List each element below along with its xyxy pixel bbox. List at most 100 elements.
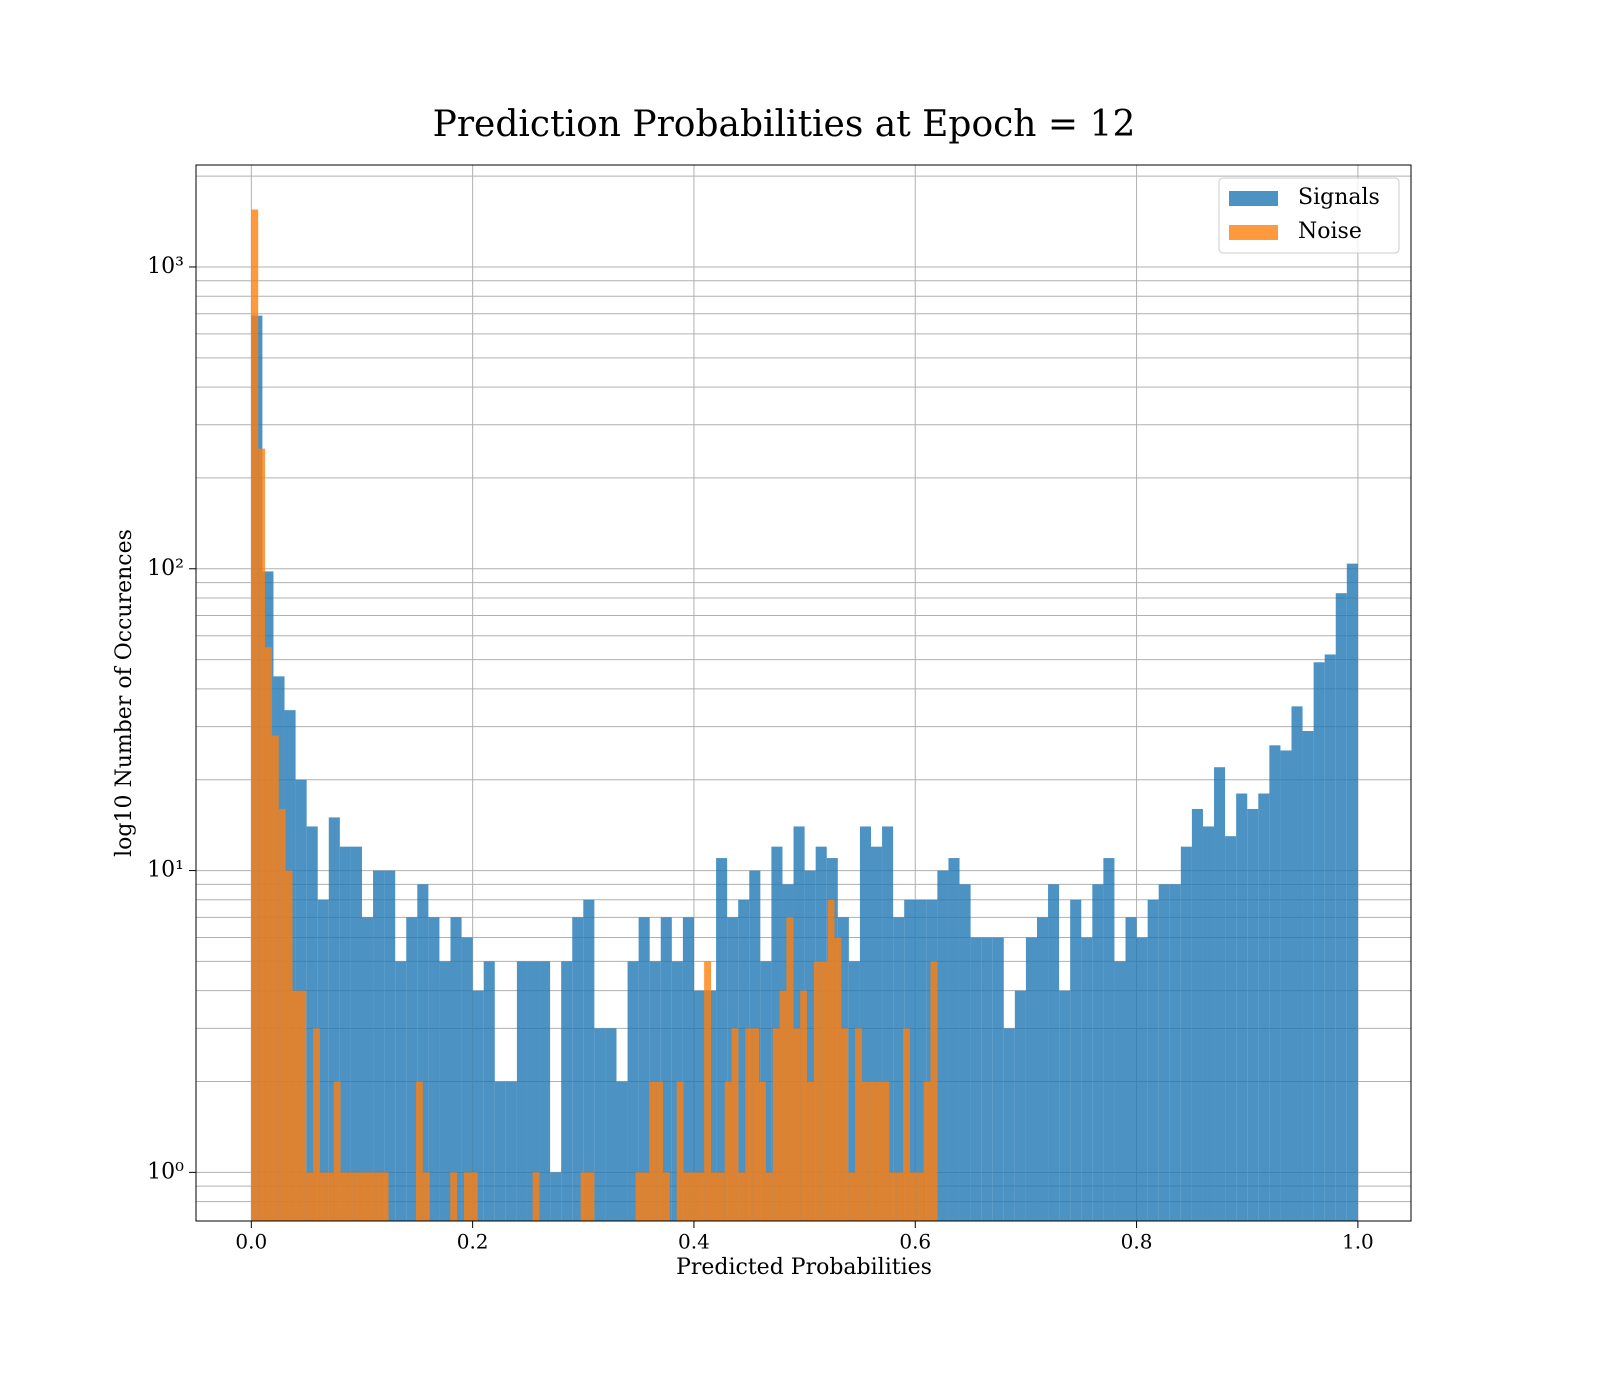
histogram-bar — [333, 1081, 341, 1221]
histogram-bar — [959, 884, 971, 1221]
histogram-bar — [428, 917, 440, 1221]
histogram-bar — [395, 961, 407, 1221]
histogram-bar — [516, 961, 528, 1221]
histogram-bar — [882, 1081, 890, 1221]
histogram-bar — [970, 937, 982, 1221]
histogram-bar — [1191, 808, 1203, 1221]
histogram-bar — [793, 1028, 801, 1221]
histogram-bar — [882, 826, 894, 1221]
histogram-bar — [841, 1028, 849, 1221]
legend-label: Noise — [1298, 219, 1362, 244]
histogram-bar — [1313, 662, 1325, 1221]
histogram-bar — [981, 937, 993, 1221]
histogram-bar — [328, 817, 340, 1221]
histogram-bar — [662, 1172, 670, 1221]
histogram-bar — [350, 846, 362, 1221]
y-tick-label: 10¹ — [147, 858, 184, 883]
histogram-bar — [278, 808, 286, 1221]
histogram-bar — [1081, 937, 1093, 1221]
histogram-bar — [572, 917, 584, 1221]
histogram-bar — [1059, 990, 1071, 1221]
histogram-bar — [251, 209, 259, 1221]
histogram-bar — [1003, 1028, 1015, 1221]
histogram-bar — [1114, 961, 1126, 1221]
histogram-bar — [532, 1172, 540, 1221]
histogram-bar — [587, 1172, 595, 1221]
legend-label: Signals — [1298, 185, 1380, 210]
legend: Signals Noise — [1218, 177, 1400, 254]
histogram-bar — [909, 1172, 917, 1221]
histogram-bar — [793, 826, 805, 1221]
histogram-bar — [1324, 654, 1336, 1221]
histogram-bar — [1070, 899, 1082, 1221]
histogram-bar — [381, 1172, 389, 1221]
histogram-bar — [915, 899, 927, 1221]
histogram-bar — [361, 1172, 368, 1221]
histogram-bar — [265, 647, 272, 1221]
x-axis-label: Predicted Probabilities — [676, 1255, 932, 1280]
histogram-bar — [1247, 808, 1259, 1221]
histogram-bar — [1236, 793, 1248, 1221]
x-tick-label: 0.8 — [1121, 1230, 1153, 1254]
histogram-bar — [638, 917, 650, 1221]
histogram-bar — [855, 1028, 862, 1221]
histogram-bar — [384, 870, 396, 1221]
histogram-bar — [505, 1081, 517, 1221]
histogram-bar — [339, 846, 351, 1221]
histogram-bar — [1280, 750, 1292, 1221]
histogram-bar — [813, 961, 821, 1221]
histogram-bar — [697, 1172, 705, 1221]
histogram-bar — [1036, 917, 1049, 1221]
histogram-bar — [313, 1028, 320, 1221]
histogram-bar — [772, 1028, 780, 1221]
histogram-bar — [738, 899, 750, 1221]
histogram-bar — [693, 990, 706, 1221]
histogram-bar — [527, 961, 540, 1221]
histogram-bar — [361, 917, 374, 1221]
histogram-bar — [539, 961, 551, 1221]
histogram-bar — [1014, 990, 1026, 1221]
histogram-bar — [1048, 884, 1060, 1221]
histogram-bar — [417, 884, 429, 1221]
legend-swatch — [1229, 191, 1278, 206]
histogram-bar — [470, 1172, 478, 1221]
histogram-bar — [875, 1081, 883, 1221]
histogram-bar — [317, 899, 329, 1221]
histogram-bar — [583, 899, 595, 1221]
histogram-bar — [1147, 899, 1159, 1221]
histogram-bar — [765, 1172, 773, 1221]
histogram-bar — [642, 1172, 650, 1221]
y-tick-label: 10² — [147, 556, 184, 581]
histogram-bar — [871, 846, 883, 1221]
histogram-bar — [745, 1028, 753, 1221]
histogram-bar — [605, 1028, 617, 1221]
histogram-bar — [292, 990, 300, 1221]
histogram-bar — [415, 1081, 423, 1221]
histogram-bar — [285, 870, 293, 1221]
histogram-bar — [1025, 937, 1037, 1221]
histogram-bar — [616, 1081, 628, 1221]
histogram-bar — [439, 961, 451, 1221]
histogram-bar — [896, 1172, 904, 1221]
histogram-bar — [299, 990, 307, 1221]
histogram-bar — [717, 1172, 725, 1221]
histogram-bar — [1302, 731, 1314, 1221]
histogram-bar — [848, 961, 860, 1221]
histogram-bar — [889, 1172, 897, 1221]
histogram-bar — [594, 1028, 606, 1221]
histogram-bar — [800, 990, 808, 1221]
plot-frame — [195, 164, 1412, 1222]
histogram-bar — [861, 1081, 869, 1221]
histogram-bar — [319, 1172, 327, 1221]
histogram-bar — [1180, 846, 1192, 1221]
histogram-bar — [1169, 884, 1181, 1221]
histogram-bar — [271, 735, 279, 1221]
histogram-bar — [373, 870, 385, 1221]
histogram-bar — [1346, 563, 1358, 1221]
histogram-bar — [710, 1172, 718, 1221]
histogram-bar — [472, 990, 484, 1221]
y-axis-label: log10 Number of Occurences — [112, 529, 137, 857]
histogram-bar — [1214, 767, 1226, 1221]
histogram-bar — [422, 1172, 430, 1221]
